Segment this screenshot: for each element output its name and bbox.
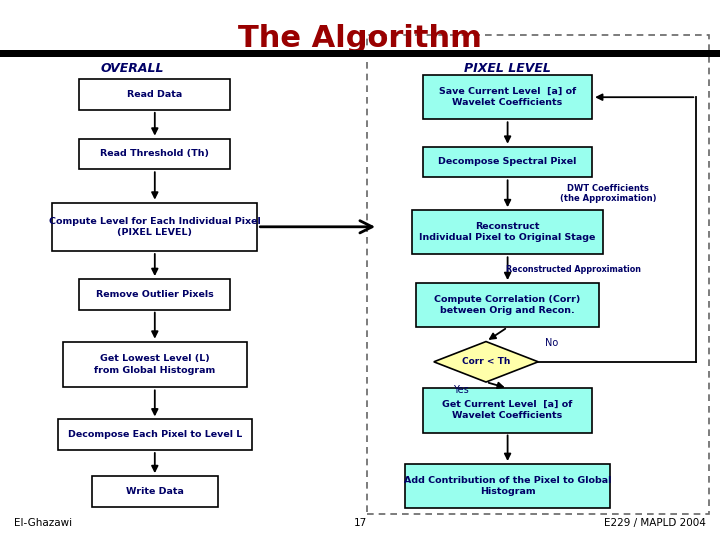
Text: Get Lowest Level (L)
from Global Histogram: Get Lowest Level (L) from Global Histogr…: [94, 354, 215, 375]
FancyBboxPatch shape: [58, 419, 252, 450]
FancyBboxPatch shape: [405, 464, 610, 508]
FancyBboxPatch shape: [92, 476, 217, 507]
FancyBboxPatch shape: [79, 279, 230, 309]
Text: Compute Level for Each Individual Pixel
(PIXEL LEVEL): Compute Level for Each Individual Pixel …: [49, 217, 261, 237]
Text: El-Ghazawi: El-Ghazawi: [14, 518, 73, 528]
Text: Read Threshold (Th): Read Threshold (Th): [100, 150, 210, 158]
FancyBboxPatch shape: [79, 138, 230, 170]
Text: No: No: [546, 338, 559, 348]
FancyBboxPatch shape: [79, 79, 230, 110]
Text: Decompose Spectral Pixel: Decompose Spectral Pixel: [438, 158, 577, 166]
Text: OVERALL: OVERALL: [101, 62, 164, 75]
Text: Remove Outlier Pixels: Remove Outlier Pixels: [96, 290, 214, 299]
Polygon shape: [433, 342, 539, 382]
Text: Save Current Level  [a] of
Wavelet Coefficients: Save Current Level [a] of Wavelet Coeffi…: [439, 87, 576, 107]
FancyBboxPatch shape: [423, 146, 592, 177]
Text: PIXEL LEVEL: PIXEL LEVEL: [464, 62, 552, 75]
Text: The Algorithm: The Algorithm: [238, 24, 482, 53]
Text: Yes: Yes: [453, 384, 469, 395]
FancyBboxPatch shape: [416, 283, 599, 327]
Bar: [0, 50, 720, 57]
Text: DWT Coefficients
(the Approximation): DWT Coefficients (the Approximation): [560, 184, 657, 203]
Text: Write Data: Write Data: [126, 487, 184, 496]
FancyBboxPatch shape: [423, 75, 592, 119]
Text: Add Contribution of the Pixel to Global
Histogram: Add Contribution of the Pixel to Global …: [404, 476, 611, 496]
Text: Reconstruct
Individual Pixel to Original Stage: Reconstruct Individual Pixel to Original…: [420, 222, 595, 242]
Text: Corr < Th: Corr < Th: [462, 357, 510, 366]
FancyBboxPatch shape: [423, 388, 592, 433]
Text: 17: 17: [354, 518, 366, 528]
Text: Compute Correlation (Corr)
between Orig and Recon.: Compute Correlation (Corr) between Orig …: [434, 295, 581, 315]
Text: Decompose Each Pixel to Level L: Decompose Each Pixel to Level L: [68, 430, 242, 439]
Text: Read Data: Read Data: [127, 90, 182, 99]
FancyBboxPatch shape: [53, 202, 258, 251]
Text: Reconstructed Approximation: Reconstructed Approximation: [505, 266, 641, 274]
Text: Get Current Level  [a] of
Wavelet Coefficients: Get Current Level [a] of Wavelet Coeffic…: [442, 400, 573, 421]
Text: E229 / MAPLD 2004: E229 / MAPLD 2004: [604, 518, 706, 528]
FancyBboxPatch shape: [412, 210, 603, 254]
FancyBboxPatch shape: [63, 341, 246, 388]
